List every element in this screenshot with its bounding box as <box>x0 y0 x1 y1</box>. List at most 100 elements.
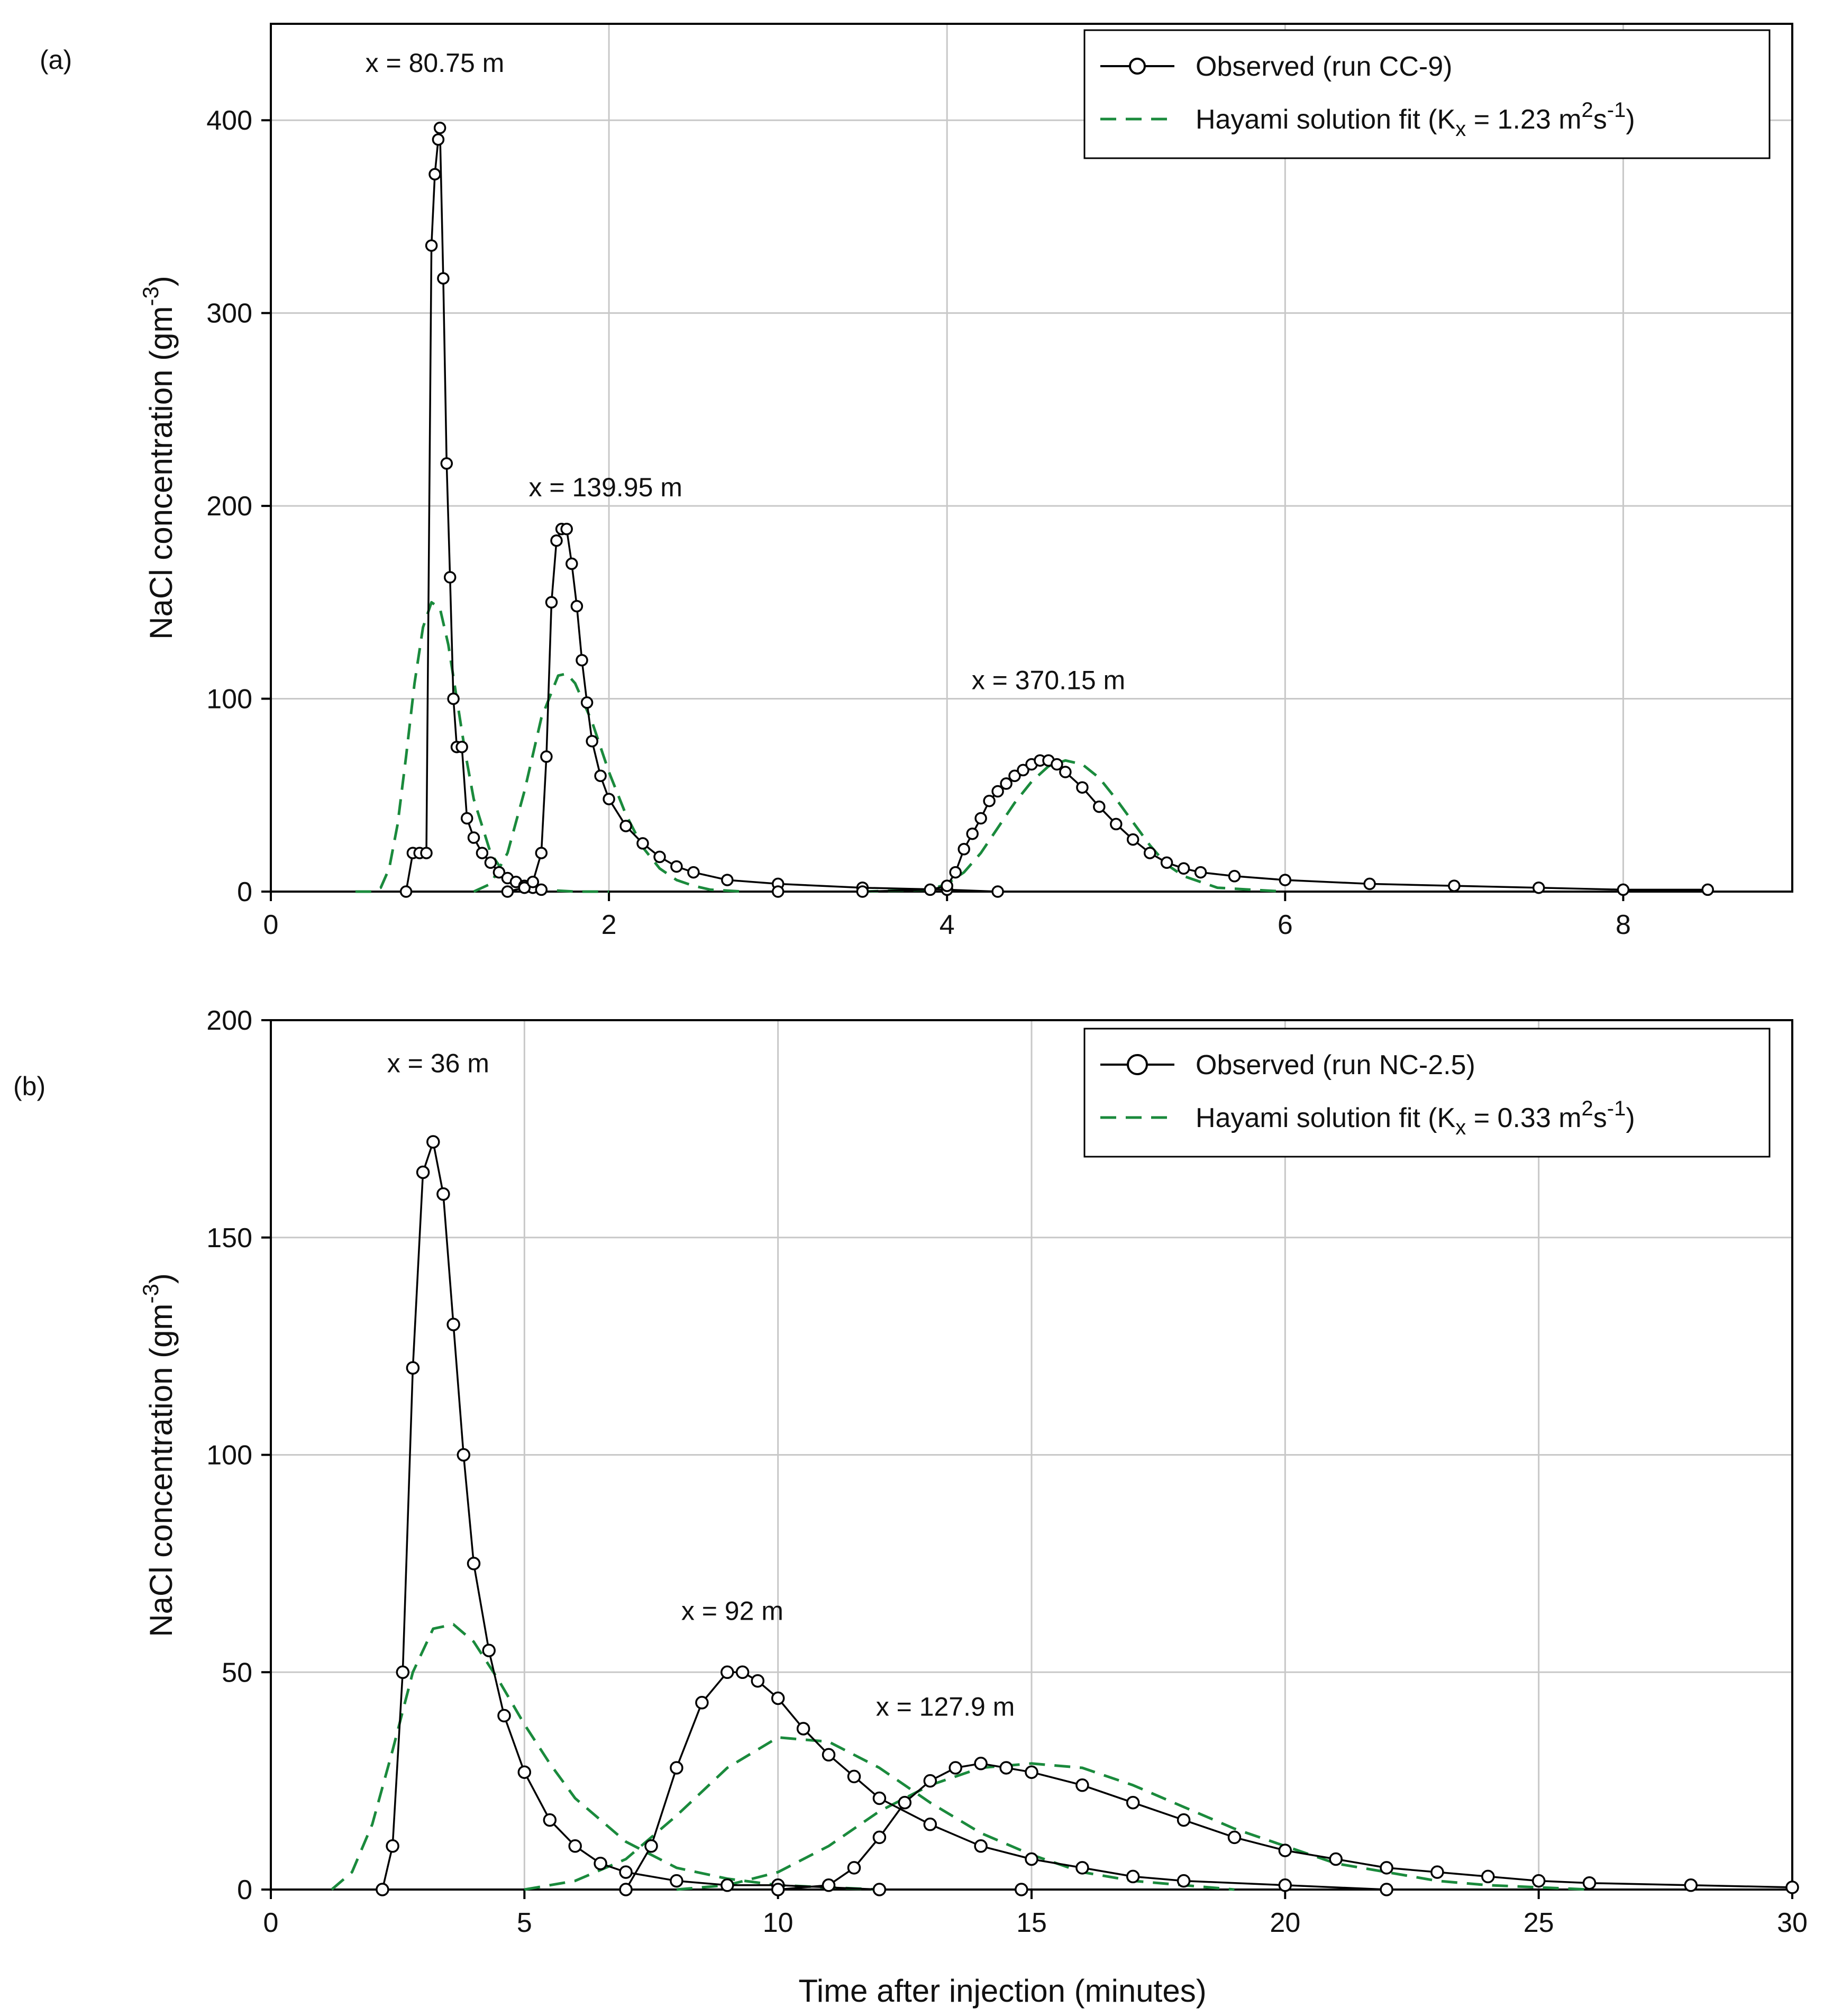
panel-a-observed-point-0-13 <box>455 740 468 753</box>
panel-a-observed-point-0-18 <box>493 866 506 879</box>
panel-a-observed-point-4-20 <box>1110 818 1123 831</box>
panel-b-observed-point-2-7 <box>771 1691 785 1705</box>
panel-a-legend-fit-prefix: Hayami solution fit (K <box>1196 104 1456 135</box>
panel-b-observed-point-0-2 <box>396 1665 410 1679</box>
panel-a-plot-frame <box>270 23 1793 893</box>
panel-a-x-tick-label-4: 8 <box>1616 910 1631 940</box>
panel-b-observed-point-0-4 <box>416 1165 430 1179</box>
panel-b-observed-point-0-20 <box>872 1883 887 1896</box>
panel-b-observed-point-4-9 <box>1025 1765 1038 1779</box>
panel-b-observed-point-4-20 <box>1582 1876 1597 1890</box>
panel-b-observed-point-0-13 <box>543 1813 557 1827</box>
panel-a-observed-point-4-32 <box>1701 883 1714 896</box>
panel-a-observed-point-2-14 <box>594 769 607 783</box>
panel-b-observed-point-4-2 <box>847 1861 861 1875</box>
panel-b-observed-point-0-16 <box>619 1865 633 1879</box>
panel-b-observed-point-4-17 <box>1430 1865 1444 1879</box>
panel-b-observed-point-0-18 <box>721 1878 734 1892</box>
panel-b-observed-point-4-12 <box>1177 1813 1191 1827</box>
panel-b-observed-point-4-11 <box>1126 1795 1140 1810</box>
panel-a-observed-point-4-17 <box>1059 766 1072 778</box>
panel-a-observed-point-4-10 <box>1000 777 1013 790</box>
panel-b-observed-point-0-21 <box>1015 1883 1028 1896</box>
panel-a-observed-point-0-4 <box>425 239 438 252</box>
panel-b-legend-fit-sup2: -1 <box>1607 1097 1626 1120</box>
panel-b-y-tick-label-3: 150 <box>206 1223 252 1254</box>
panel-b-observed-point-2-11 <box>872 1791 887 1805</box>
panel-b-observed-point-4-4 <box>898 1795 912 1810</box>
panel-b-observed-point-4-10 <box>1075 1778 1089 1792</box>
panel-b-annotations: x = 36 m x = 92 m x = 127.9 m <box>387 1049 1015 1722</box>
panel-a-observed-point-4-12 <box>1017 764 1029 777</box>
panel-b-observed-point-4-1 <box>822 1878 836 1892</box>
panel-a-observed-point-4-9 <box>991 785 1004 798</box>
panel-a-observed-point-4-26 <box>1228 870 1241 883</box>
panel-a-observed-point-4-25 <box>1194 866 1207 879</box>
panel-b-series <box>331 1135 1799 1896</box>
panel-b-x-tick-label-3: 15 <box>1016 1908 1047 1938</box>
panel-a-observed-point-4-7 <box>974 812 987 825</box>
panel-a-y-tick-label-4: 400 <box>206 105 252 136</box>
panel-b-legend-box <box>1083 1028 1771 1158</box>
panel-a-observed-point-2-5 <box>545 596 558 609</box>
panel-a-observed-point-4-24 <box>1177 862 1190 875</box>
panel-b-annotation-2: x = 127.9 m <box>876 1692 1015 1721</box>
panel-b-x-tick-label-0: 0 <box>263 1908 279 1938</box>
panel-a-y-tick-label-2: 200 <box>206 491 252 522</box>
panel-b-observed-point-4-5 <box>923 1774 937 1788</box>
panel-b-observed-point-2-8 <box>796 1722 810 1736</box>
panel-a-fit-line-5 <box>862 759 1285 893</box>
panel-b-observed-point-0-0 <box>376 1883 389 1896</box>
panel-a-observed-point-2-16 <box>619 820 632 832</box>
panel-a-observed-point-0-7 <box>433 122 446 134</box>
panel-a-legend-fit-sup1: 2 <box>1582 98 1593 122</box>
panel-b-observed-point-4-19 <box>1531 1874 1546 1888</box>
panel-b-observed-point-0-8 <box>457 1448 471 1462</box>
panel-b-x-tick-label-2: 10 <box>763 1908 794 1938</box>
panel-a-observed-line-2 <box>507 528 998 893</box>
panel-a-y-tick-label-0: 0 <box>237 877 252 907</box>
panel-b-observed-line-0 <box>381 1141 1022 1891</box>
panel-b-observed-point-0-11 <box>497 1709 511 1723</box>
panel-a-observed-point-4-22 <box>1143 847 1156 859</box>
panel-b-legend-observed-label: Observed (run NC-2.5) <box>1196 1050 1475 1080</box>
panel-a-observed-point-4-1 <box>856 885 869 898</box>
panel-a-observed-point-0-10 <box>443 571 457 584</box>
panel-a-observed-point-2-1 <box>518 881 531 894</box>
panel-a-x-tick-label-1: 2 <box>601 910 617 940</box>
panel-b-observed-point-0-6 <box>436 1187 450 1201</box>
panel-a-annotations: x = 80.75 m x = 139.95 m x = 370.15 m <box>366 48 1126 695</box>
panel-b-observed-point-2-14 <box>1025 1852 1038 1866</box>
panel-a-x-tick-label-2: 4 <box>940 910 955 940</box>
panel-a-observed-point-4-2 <box>924 883 937 896</box>
panel-b-legend-fit-mid: = 0.33 m <box>1466 1103 1581 1133</box>
panel-b-ylabel-sup: -3 <box>138 1284 163 1303</box>
panel-b-observed-point-2-5 <box>735 1665 750 1679</box>
panel-b-observed-point-2-19 <box>1380 1883 1393 1896</box>
panel-a-ylabel-close: ) <box>143 276 179 286</box>
panel-b-observed-point-0-10 <box>482 1643 496 1657</box>
panel-b-y-tick-label-1: 50 <box>222 1657 252 1688</box>
panel-a-legend: Observed (run CC-9) Hayami solution fit … <box>1083 29 1771 159</box>
panel-b-observed-point-4-3 <box>872 1830 887 1845</box>
panel-b-observed-point-0-15 <box>594 1856 607 1870</box>
panel-a-annotation-1: x = 139.95 m <box>528 473 682 502</box>
panel-b-observed-point-4-16 <box>1380 1861 1393 1875</box>
panel-a-observed-point-2-13 <box>586 734 598 748</box>
panel-b-legend: Observed (run NC-2.5) Hayami solution fi… <box>1083 1028 1771 1158</box>
panel-b-legend-fit-sup1: 2 <box>1582 1097 1593 1120</box>
panel-b-observed-point-2-1 <box>644 1839 658 1853</box>
panel-a-observed-point-0-6 <box>432 133 445 146</box>
panel-a-legend-box <box>1083 29 1771 159</box>
panel-b-ylabel-close: ) <box>143 1273 179 1284</box>
panel-a-observed-point-0-23 <box>535 883 548 896</box>
panel-a-observed-point-2-19 <box>670 860 683 873</box>
panel-a-observed-point-0-17 <box>484 856 497 869</box>
panel-a-observed-point-0-3 <box>420 847 433 859</box>
panel-a-observed-point-2-11 <box>576 653 588 667</box>
panel-a-observed-point-4-6 <box>966 827 979 840</box>
panel-a-observed-point-0-16 <box>476 847 489 859</box>
panel-b-observed-point-2-13 <box>974 1839 988 1853</box>
panel-a-observed-point-4-3 <box>941 879 953 892</box>
panel-b-y-tick-label-4: 200 <box>206 1005 252 1036</box>
